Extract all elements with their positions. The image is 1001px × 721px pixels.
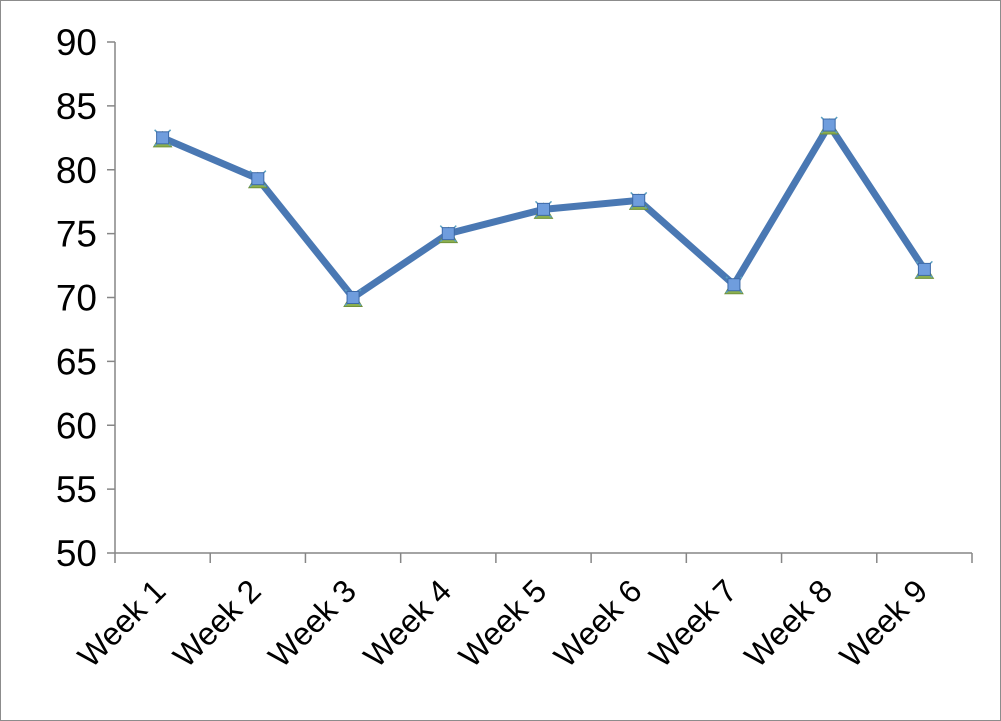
marker-square xyxy=(441,227,455,241)
marker-square xyxy=(727,278,741,292)
marker-square xyxy=(251,172,265,186)
y-tick-label: 90 xyxy=(56,22,97,63)
marker-square xyxy=(346,291,360,304)
marker-square xyxy=(156,131,170,145)
y-tick-label: 50 xyxy=(56,533,97,574)
marker-square xyxy=(822,118,836,132)
y-tick-label: 55 xyxy=(56,469,97,510)
marker-square xyxy=(537,202,550,216)
y-tick-label: 70 xyxy=(56,278,97,319)
marker-square xyxy=(917,262,931,276)
y-tick-label: 80 xyxy=(56,150,97,191)
y-tick-label: 75 xyxy=(56,214,97,255)
y-tick-label: 65 xyxy=(56,341,97,382)
y-tick-label: 85 xyxy=(56,86,97,127)
y-tick-label: 60 xyxy=(56,405,97,446)
marker-square xyxy=(632,193,646,207)
